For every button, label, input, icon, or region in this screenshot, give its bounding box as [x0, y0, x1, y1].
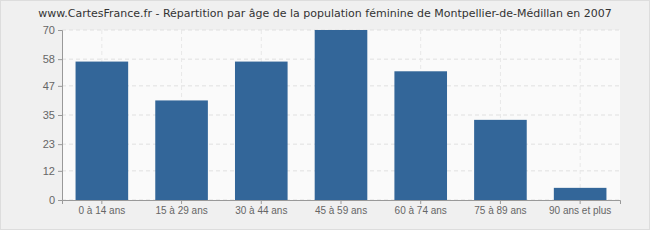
- tick-mark: [58, 171, 62, 172]
- tick-label: 75 à 89 ans: [474, 205, 526, 216]
- tick-label: 45 à 59 ans: [315, 205, 367, 216]
- bar: [474, 120, 527, 200]
- background: [1, 1, 650, 230]
- tick-label: 90 ans et plus: [549, 205, 611, 216]
- tick-mark: [58, 144, 62, 145]
- tick: 15 à 29 ans: [155, 200, 207, 216]
- tick-label: 70: [43, 24, 55, 36]
- tick: 58: [43, 53, 62, 65]
- tick: 0 à 14 ans: [78, 200, 125, 216]
- tick-label: 35: [43, 109, 55, 121]
- bar: [235, 62, 288, 200]
- tick: 90 ans et plus: [549, 200, 611, 216]
- tick-mark: [58, 200, 62, 201]
- tick-label: 47: [43, 80, 55, 92]
- tick: 60 à 74 ans: [395, 200, 447, 216]
- tick-mark: [181, 200, 182, 204]
- bar: [394, 71, 447, 200]
- tick-mark: [101, 200, 102, 204]
- tick: 47: [43, 80, 62, 92]
- title: www.CartesFrance.fr - Répartition par âg…: [38, 7, 612, 20]
- bar: [155, 100, 208, 200]
- tick-mark: [58, 30, 62, 31]
- tick-mark: [580, 200, 581, 204]
- tick: 45 à 59 ans: [315, 200, 367, 216]
- y-axis: 0 12 23 35 47 58 70: [43, 24, 63, 206]
- bar: [554, 188, 607, 200]
- tick-mark: [500, 200, 501, 204]
- plot-area: [62, 30, 620, 200]
- tick-label: 12: [43, 165, 55, 177]
- grid-line: [580, 30, 581, 200]
- tick: 30 à 44 ans: [235, 200, 287, 216]
- tick-mark: [341, 200, 342, 204]
- grid-x: [102, 30, 580, 200]
- tick: 70: [43, 24, 62, 36]
- tick-label: 58: [43, 53, 55, 65]
- x-axis: 0 à 14 ans 15 à 29 ans 30 à 44 ans 45 à 59 …: [63, 200, 621, 216]
- bars: [76, 30, 607, 200]
- tick: 12: [43, 165, 62, 177]
- tick-label: 60 à 74 ans: [395, 205, 447, 216]
- tick: 0: [49, 194, 62, 206]
- axis-line: [58, 31, 63, 201]
- chart: www.CartesFrance.fr - Répartition par âg…: [0, 0, 650, 230]
- tick-label: 0 à 14 ans: [78, 205, 125, 216]
- tick-mark: [58, 115, 62, 116]
- tick-mark: [420, 200, 421, 204]
- tick-label: 30 à 44 ans: [235, 205, 287, 216]
- plot: 0 12 23 35 47 58 70 0 à 14 ans 15 à 29 ans 30 à 4…: [43, 24, 621, 216]
- tick: 35: [43, 109, 62, 121]
- tick-mark: [261, 200, 262, 204]
- tick-label: 23: [43, 138, 55, 150]
- bar: [76, 62, 129, 200]
- tick-label: 0: [49, 194, 55, 206]
- tick-mark: [58, 59, 62, 60]
- tick: 23: [43, 138, 62, 150]
- tick: 75 à 89 ans: [474, 200, 526, 216]
- tick-label: 15 à 29 ans: [155, 205, 207, 216]
- axis-line: [63, 201, 621, 205]
- grid: [62, 30, 620, 200]
- bar: [315, 30, 368, 200]
- tick-mark: [58, 86, 62, 87]
